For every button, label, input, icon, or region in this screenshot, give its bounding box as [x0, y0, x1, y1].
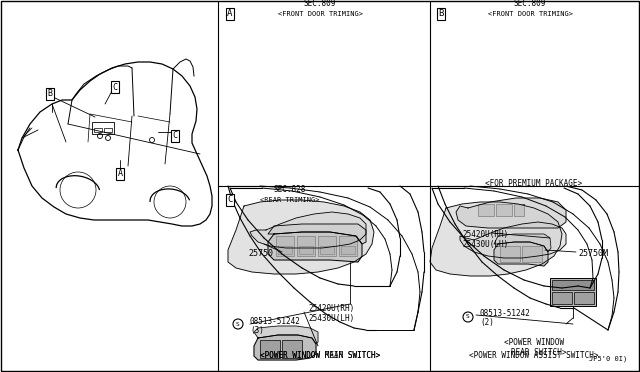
- Bar: [318, 236, 336, 256]
- Bar: [552, 292, 572, 304]
- Text: <POWER WINDOW MAIN SWITCH>: <POWER WINDOW MAIN SWITCH>: [260, 351, 380, 360]
- Bar: [299, 246, 313, 254]
- Polygon shape: [456, 198, 566, 228]
- Text: <FRONT DOOR TRIMING>: <FRONT DOOR TRIMING>: [278, 11, 362, 17]
- Bar: [500, 246, 520, 262]
- Polygon shape: [250, 212, 366, 248]
- Text: S: S: [236, 321, 240, 327]
- Bar: [496, 204, 512, 216]
- Text: 08513-51242: 08513-51242: [250, 317, 301, 326]
- Text: SEC.809: SEC.809: [514, 0, 546, 8]
- Bar: [552, 280, 594, 290]
- Text: JP5'0 0I): JP5'0 0I): [589, 356, 627, 362]
- Text: 25750M: 25750M: [578, 250, 608, 259]
- Text: 08513-51242: 08513-51242: [480, 310, 531, 318]
- Polygon shape: [254, 326, 318, 344]
- Bar: [514, 204, 524, 216]
- Bar: [341, 246, 355, 254]
- Text: <FRONT DOOR TRIMING>: <FRONT DOOR TRIMING>: [488, 11, 573, 17]
- Text: SEC.809: SEC.809: [304, 0, 336, 8]
- Text: (3): (3): [250, 326, 264, 334]
- Bar: [297, 236, 315, 256]
- Text: 25420U(RH): 25420U(RH): [308, 304, 355, 312]
- Bar: [339, 236, 357, 256]
- Text: 25430U(LH): 25430U(LH): [462, 240, 508, 248]
- Bar: [276, 236, 294, 256]
- Polygon shape: [494, 234, 551, 252]
- Text: S: S: [466, 314, 470, 320]
- Bar: [104, 128, 112, 132]
- Text: C: C: [113, 83, 118, 92]
- Text: <POWER WINDOW ASSIST SWITCH>: <POWER WINDOW ASSIST SWITCH>: [469, 351, 599, 360]
- Bar: [282, 340, 302, 358]
- Text: C: C: [173, 131, 177, 141]
- Polygon shape: [268, 232, 362, 262]
- Bar: [92, 122, 114, 134]
- Bar: [278, 246, 292, 254]
- Bar: [574, 292, 594, 304]
- Polygon shape: [430, 202, 562, 276]
- Bar: [260, 340, 280, 358]
- Bar: [320, 246, 334, 254]
- Polygon shape: [254, 335, 316, 360]
- Text: <REAR TRIMING>: <REAR TRIMING>: [260, 197, 320, 203]
- Text: <FOR PREMIUM PACKAGE>: <FOR PREMIUM PACKAGE>: [485, 179, 582, 188]
- Text: A: A: [118, 170, 122, 179]
- Polygon shape: [268, 224, 366, 244]
- Polygon shape: [494, 242, 548, 266]
- Text: 25750: 25750: [248, 250, 273, 259]
- Text: <POWER WINDOW REAR SWITCH>: <POWER WINDOW REAR SWITCH>: [260, 351, 380, 360]
- Text: B: B: [438, 10, 444, 19]
- Bar: [550, 278, 596, 306]
- Text: 25430U(LH): 25430U(LH): [308, 314, 355, 323]
- Text: <POWER WINDOW: <POWER WINDOW: [504, 338, 564, 347]
- Text: REAR SWITCH>: REAR SWITCH>: [511, 348, 567, 357]
- Bar: [94, 128, 102, 132]
- Text: A: A: [227, 10, 233, 19]
- Text: SEC.828: SEC.828: [274, 185, 306, 194]
- Text: (2): (2): [480, 318, 494, 327]
- Text: C: C: [227, 196, 233, 205]
- Bar: [478, 204, 494, 216]
- Text: B: B: [47, 90, 52, 99]
- Text: 25420U(RH): 25420U(RH): [462, 230, 508, 238]
- Polygon shape: [460, 222, 566, 258]
- Bar: [522, 246, 542, 262]
- Polygon shape: [228, 200, 374, 274]
